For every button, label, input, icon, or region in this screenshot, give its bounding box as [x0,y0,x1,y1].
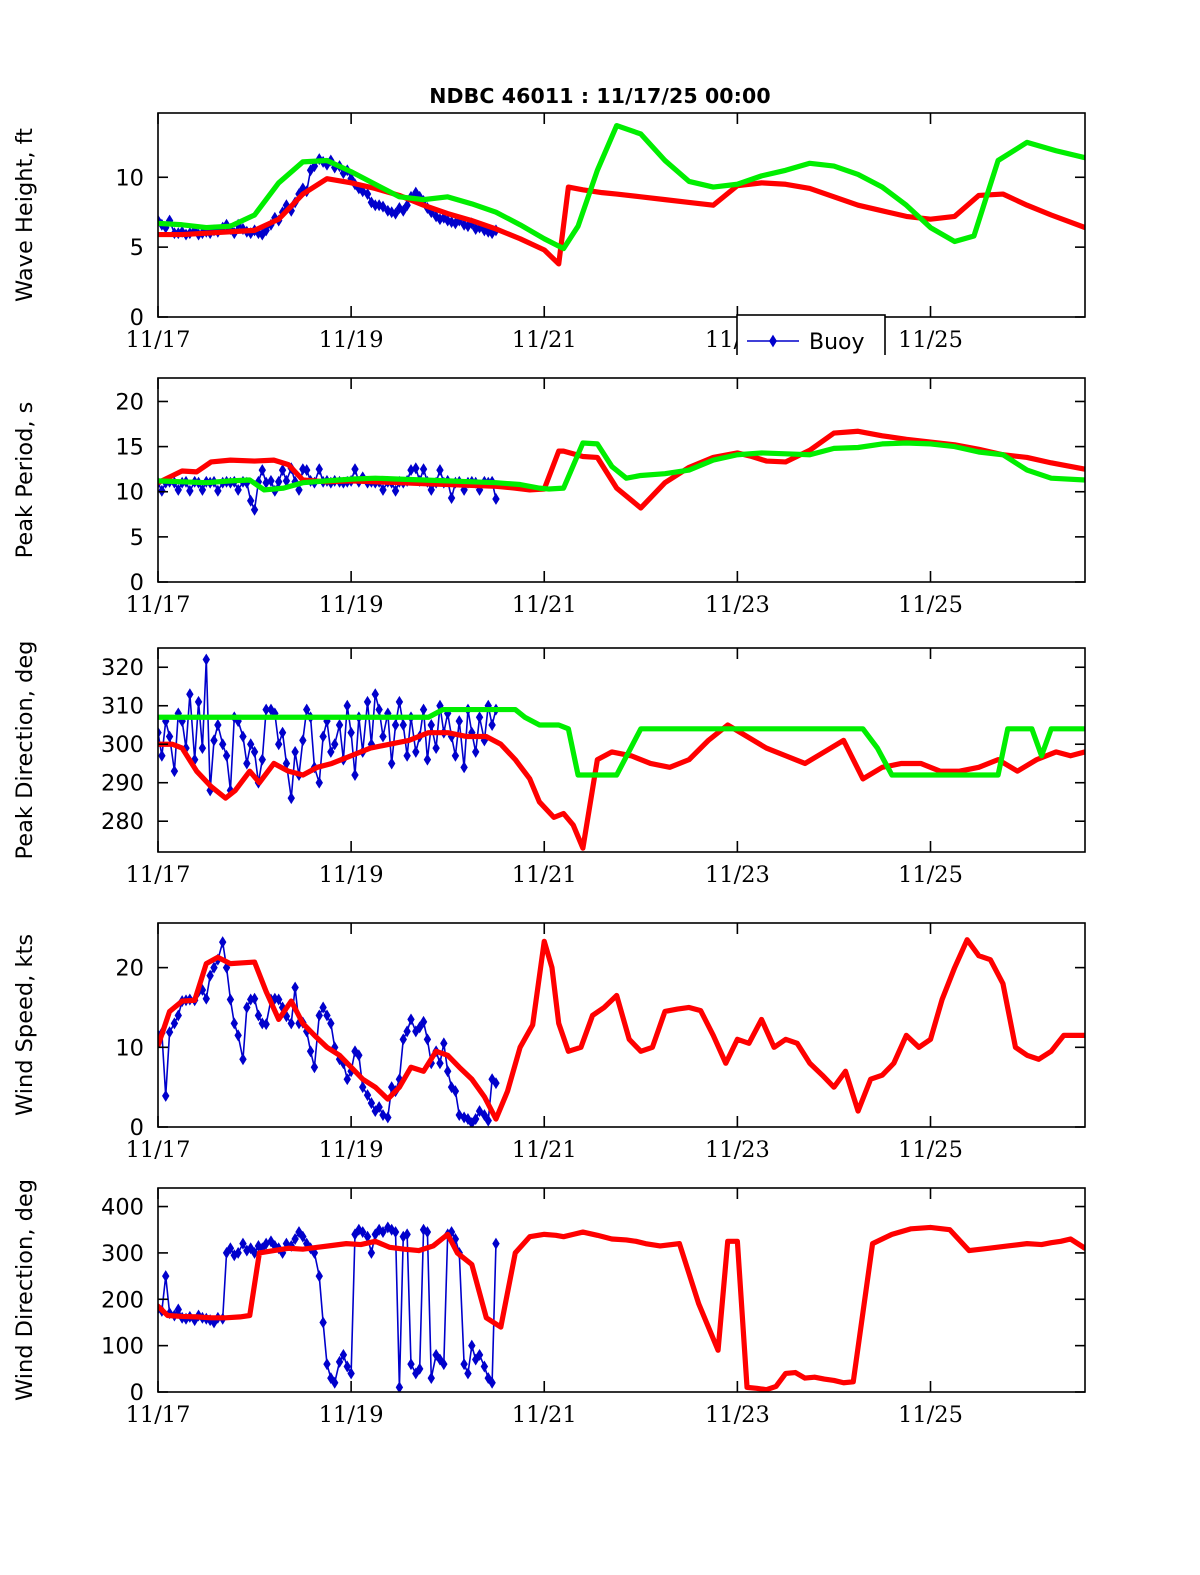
y-tick-label: 310 [101,694,144,720]
x-tick-label: 11/19 [319,1137,384,1163]
series-line-buoy [158,467,497,511]
y-tick-label: 10 [115,480,144,506]
plot-area [158,936,1085,1127]
chart-peak-period-s: 0 5 10 15 20 11/17 11/19 11/21 11/23 11/25 Peak Pe… [12,377,1086,618]
series-line-gfs [158,1224,1085,1392]
y-axis-label: Wave Height, ft [12,128,38,302]
y-tick-label: 300 [101,1241,144,1267]
y-tick-label: 280 [101,809,144,835]
y-tick-label: 5 [130,235,144,261]
panel-peak-direction: 280 290 300 310 320 11/17 11/19 11/21 11/23 11/25… [0,640,1200,898]
panel-peak-period: 0 5 10 15 20 11/17 11/19 11/21 11/23 11/25 Peak Pe… [0,370,1200,620]
x-tick-label: 11/25 [898,862,963,888]
chart-peak-direction-deg: 280 290 300 310 320 11/17 11/19 11/21 11/23 11/25… [12,641,1086,888]
plot-area [158,653,1085,851]
panel-wind-direction: 0 100 200 300 400 11/17 11/19 11/21 11/23 11/25 Wi… [0,1180,1200,1430]
y-tick-label: 10 [115,165,144,191]
axes-frame [157,922,1086,1128]
x-tick-label: 11/21 [512,862,577,888]
y-tick-label: 20 [115,389,144,415]
plot-area [158,428,1085,516]
x-tick-label: 11/21 [512,1402,577,1428]
x-tick-label: 11/25 [898,1402,963,1428]
series-markers-buoy [158,462,500,516]
x-tick-label: 11/19 [319,327,384,353]
panel-wind-speed: 0 10 20 11/17 11/19 11/21 11/23 11/25 Wind Speed… [0,915,1200,1165]
y-tick-label: 10 [115,1035,144,1061]
x-tick-label: 11/17 [126,592,191,618]
series-line-gfs [158,722,1085,851]
series-line-wam [158,440,1085,493]
x-tick-label: 11/25 [898,592,963,618]
x-tick-label: 11/25 [898,1137,963,1163]
y-tick-label: 200 [101,1287,144,1313]
y-tick-label: 15 [115,435,144,461]
series-line-wam [158,122,1085,252]
x-tick-label: 11/19 [319,862,384,888]
axes-frame [157,647,1086,853]
x-tick-label: 11/17 [126,862,191,888]
y-tick-label: 290 [101,771,144,797]
y-axis-label: Peak Direction, deg [12,641,38,860]
x-tick-label: 11/23 [705,592,770,618]
x-tick-label: 11/17 [126,1402,191,1428]
y-tick-label: 400 [101,1195,144,1221]
series-line-buoy [158,658,497,799]
x-tick-label: 11/23 [705,862,770,888]
chart-wind-direction-deg: 0 100 200 300 400 11/17 11/19 11/21 11/23 11/25 Wi… [12,1180,1086,1428]
plot-area [158,1221,1085,1392]
x-tick-label: 11/17 [126,1137,191,1163]
plot-area [158,122,1085,267]
x-tick-label: 11/19 [319,592,384,618]
series-line-wam [158,706,1085,778]
y-tick-label: 20 [115,956,144,982]
x-tick-label: 11/23 [705,1137,770,1163]
x-tick-label: 11/21 [512,592,577,618]
y-tick-label: 300 [101,732,144,758]
x-tick-label: 11/21 [512,327,577,353]
x-tick-label: 11/25 [898,327,963,353]
axes-frame [157,1187,1086,1393]
series-line-gfs [158,428,1085,511]
axes-frame [157,377,1086,583]
series-line-buoy [158,941,497,1124]
legend[interactable]: BuoyGFSWAM [736,314,886,355]
x-tick-label: 11/17 [126,327,191,353]
page-title: NDBC 46011 : 11/17/25 00:00 [429,84,771,108]
y-axis-label: Wind Direction, deg [12,1180,38,1401]
y-tick-label: 5 [130,525,144,551]
x-tick-label: 11/23 [705,1402,770,1428]
y-tick-label: 0 [130,1115,144,1141]
y-axis-label: Wind Speed, kts [12,934,38,1116]
y-tick-label: 320 [101,655,144,681]
y-tick-label: 0 [130,305,144,331]
legend-marker-diamond-icon [769,334,777,348]
axes-frame [157,112,1086,318]
y-axis-label: Peak Period, s [12,402,38,559]
x-tick-label: 11/21 [512,1137,577,1163]
series-line-gfs [158,937,1085,1122]
x-tick-label: 11/19 [319,1402,384,1428]
legend-label-buoy: Buoy [809,330,865,355]
chart-wind-speed-kts: 0 10 20 11/17 11/19 11/21 11/23 11/25 Wind Speed… [12,922,1086,1163]
y-tick-label: 0 [130,1380,144,1406]
y-tick-label: 0 [130,570,144,596]
series-line-gfs [158,176,1085,267]
y-tick-label: 100 [101,1334,144,1360]
